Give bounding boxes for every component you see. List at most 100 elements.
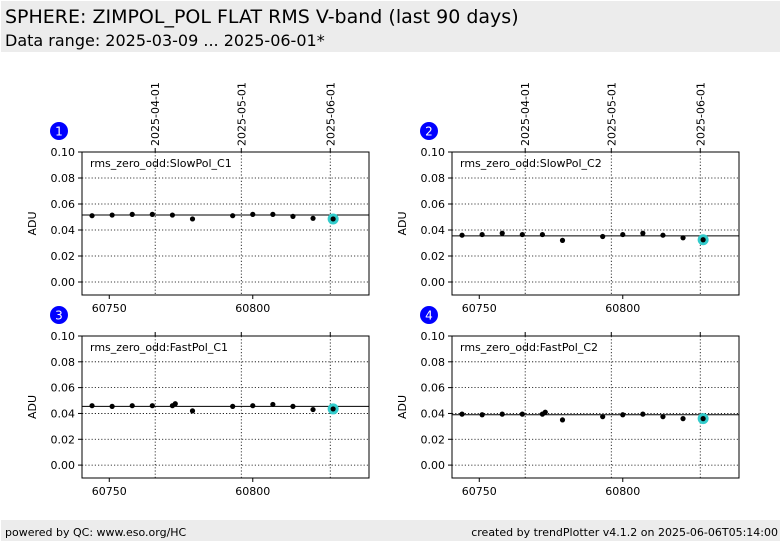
y-tick-label: 0.00 [51, 459, 76, 472]
data-range-subtitle: Data range: 2025-03-09 ... 2025-06-01* [5, 31, 325, 50]
y-axis-label: ADU [396, 395, 409, 419]
y-tick-label: 0.04 [51, 224, 76, 237]
y-tick-label: 0.00 [51, 276, 76, 289]
data-point [89, 403, 95, 409]
y-tick-label: 0.04 [421, 407, 446, 420]
y-tick-label: 0.00 [421, 459, 446, 472]
y-tick-label: 0.00 [421, 276, 446, 289]
data-point [109, 403, 115, 409]
data-point [330, 216, 336, 222]
data-point [660, 414, 666, 420]
y-tick-label: 0.06 [51, 198, 76, 211]
data-point [559, 237, 566, 243]
y-tick-label: 0.08 [421, 356, 446, 369]
data-point [250, 211, 256, 217]
data-point [149, 211, 155, 217]
data-point [230, 213, 236, 219]
chart-panel-3: 0.00 0.02 0.04 0.06 0.08 0.10 60750 60800 rms_ze… [26, 306, 370, 498]
chart-panel-2: 0.00 0.02 0.04 0.06 0.08 0.10 60750 60800 2025-0… [396, 82, 740, 315]
date-tick-label: 2025-05-01 [235, 82, 248, 146]
y-tick-label: 0.08 [421, 172, 446, 185]
panel-number-badge [50, 122, 68, 140]
data-point [270, 401, 276, 408]
data-point [499, 411, 505, 417]
footer-created-by: created by trendPlotter v4.1.2 on 2025-0… [471, 526, 778, 539]
date-tick-label: 2025-06-01 [694, 82, 707, 146]
x-tick-label: 60750 [92, 485, 127, 498]
x-tick-label: 60750 [92, 302, 127, 315]
y-tick-label: 0.06 [51, 382, 76, 395]
data-point [230, 403, 236, 409]
panel-number: 2 [425, 125, 433, 139]
y-tick-label: 0.02 [421, 433, 446, 446]
x-tick-label: 60750 [462, 485, 497, 498]
data-point [600, 233, 606, 240]
data-point [680, 235, 686, 241]
y-tick-label: 0.10 [421, 330, 446, 343]
panel-number-badge [420, 306, 438, 324]
page-title: SPHERE: ZIMPOL_POL FLAT RMS V-band (last… [5, 6, 519, 28]
data-point [600, 414, 606, 420]
data-point [169, 212, 176, 218]
chart-panel-1: 0.00 0.02 0.04 0.06 0.08 0.10 60750 60800 2025-0… [26, 82, 370, 315]
data-point [519, 231, 525, 238]
y-tick-label: 0.10 [421, 146, 446, 159]
y-tick-label: 0.08 [51, 172, 76, 185]
x-tick-label: 60750 [462, 302, 497, 315]
x-tick-label: 60800 [235, 302, 270, 315]
y-tick-label: 0.06 [421, 382, 446, 395]
data-point [290, 403, 296, 409]
panel-number-badge [50, 306, 68, 324]
series-label: rms_zero_odd:FastPol_C1 [90, 341, 228, 354]
data-point [479, 412, 485, 418]
data-point [700, 237, 706, 243]
x-tick-label: 60800 [605, 302, 640, 315]
data-point [330, 406, 336, 412]
data-point [499, 230, 505, 236]
series-label: rms_zero_odd:FastPol_C2 [460, 341, 598, 354]
data-point [250, 403, 256, 409]
y-tick-label: 0.10 [51, 146, 76, 159]
series-label: rms_zero_odd:SlowPol_C1 [90, 157, 232, 170]
y-tick-label: 0.04 [421, 224, 446, 237]
data-point [109, 212, 115, 218]
data-point [519, 411, 525, 417]
date-tick-label: 2025-04-01 [519, 82, 532, 146]
data-point [149, 403, 155, 409]
date-tick-label: 2025-05-01 [605, 82, 618, 146]
y-tick-label: 0.02 [51, 433, 76, 446]
data-point [620, 412, 626, 418]
data-point [559, 417, 566, 423]
plot-frame [451, 335, 740, 479]
date-tick-label: 2025-04-01 [149, 82, 162, 146]
data-point [640, 230, 646, 236]
data-point [660, 232, 666, 238]
footer-bar: powered by QC: www.eso.org/HC created by… [1, 520, 780, 541]
data-point [640, 411, 646, 417]
data-point [700, 416, 706, 422]
panel-number: 3 [55, 309, 63, 323]
chart-panel-4: 0.00 0.02 0.04 0.06 0.08 0.10 60750 60800 rms_ze… [396, 306, 740, 498]
y-tick-label: 0.04 [51, 407, 76, 420]
data-point [620, 231, 626, 238]
data-point [680, 416, 686, 422]
x-tick-label: 60800 [605, 485, 640, 498]
data-point [310, 215, 316, 221]
plot-frame [451, 151, 740, 296]
data-point [310, 406, 316, 413]
data-point [270, 211, 276, 217]
data-point [89, 213, 95, 219]
data-point [189, 408, 196, 414]
y-tick-label: 0.06 [421, 198, 446, 211]
y-tick-label: 0.10 [51, 330, 76, 343]
date-tick-label: 2025-06-01 [324, 82, 337, 146]
y-axis-label: ADU [26, 395, 39, 419]
data-point [542, 409, 548, 415]
footer-powered-by: powered by QC: www.eso.org/HC [5, 526, 187, 539]
data-point [459, 232, 465, 238]
plot-frame [81, 335, 370, 479]
data-point [172, 401, 178, 407]
panel-number-badge [420, 122, 438, 140]
plot-frame [81, 151, 370, 296]
header-bar: SPHERE: ZIMPOL_POL FLAT RMS V-band (last… [1, 1, 780, 52]
